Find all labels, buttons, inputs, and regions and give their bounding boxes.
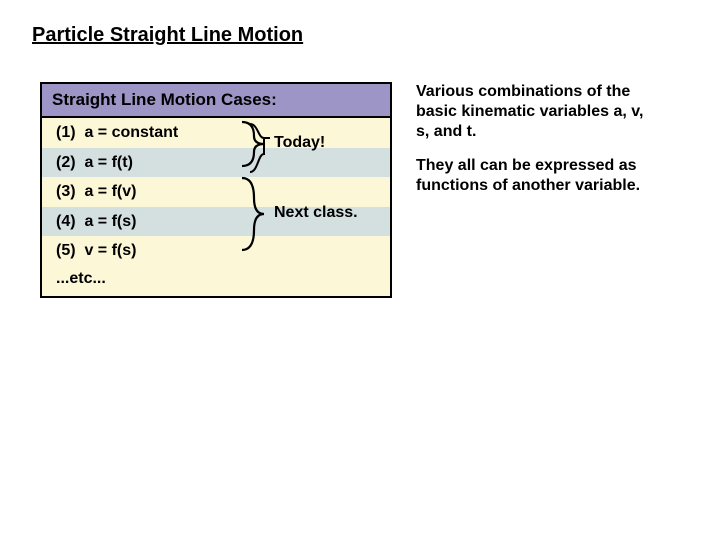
side-paragraph: Various combinations of the basic kinema… xyxy=(416,82,646,142)
side-paragraph: They all can be expressed as functions o… xyxy=(416,156,646,196)
case-text: a = constant xyxy=(84,124,178,141)
case-row: (5) v = f(s) xyxy=(42,236,390,266)
cases-box: Straight Line Motion Cases: (1) a = cons… xyxy=(40,82,392,298)
case-text: a = f(s) xyxy=(84,213,136,230)
case-row: (3) a = f(v) xyxy=(42,177,390,207)
case-text: v = f(s) xyxy=(84,242,136,259)
case-num: (1) xyxy=(56,124,76,141)
case-num: (3) xyxy=(56,183,76,200)
annotation-nextclass: Next class. xyxy=(274,204,358,222)
content-row: Straight Line Motion Cases: (1) a = cons… xyxy=(40,82,646,298)
cases-header: Straight Line Motion Cases: xyxy=(42,84,390,118)
case-num: (2) xyxy=(56,154,76,171)
case-num: (5) xyxy=(56,242,76,259)
side-text: Various combinations of the basic kinema… xyxy=(416,82,646,196)
annotation-today: Today! xyxy=(274,134,325,152)
case-num: (4) xyxy=(56,213,76,230)
case-row: (1) a = constant xyxy=(42,118,390,148)
case-row: (2) a = f(t) xyxy=(42,148,390,178)
cases-etc: ...etc... xyxy=(42,266,390,296)
case-text: a = f(v) xyxy=(84,183,136,200)
page-title: Particle Straight Line Motion xyxy=(32,24,303,47)
case-text: a = f(t) xyxy=(84,154,132,171)
